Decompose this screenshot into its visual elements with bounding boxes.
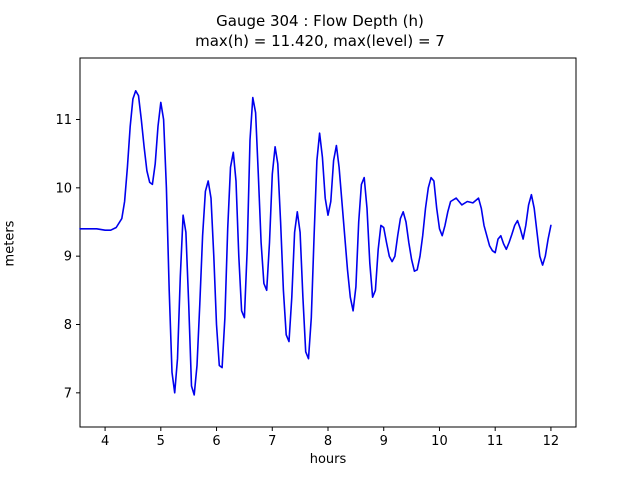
x-axis-label: hours bbox=[309, 452, 347, 467]
x-tick-label: 8 bbox=[324, 434, 332, 449]
y-tick-label: 9 bbox=[64, 250, 72, 265]
y-tick-label: 11 bbox=[55, 113, 72, 128]
axis-ticks: 4 5 6 7 8 9 10 11 12 7 8 9 10 11 bbox=[55, 113, 559, 449]
axes-frame bbox=[79, 57, 577, 428]
y-axis-label: meters bbox=[2, 220, 18, 267]
chart-title: Gauge 304 : Flow Depth (h) bbox=[216, 12, 424, 30]
y-tick-label: 7 bbox=[64, 386, 72, 401]
x-tick-label: 9 bbox=[380, 434, 388, 449]
x-tick-label: 12 bbox=[543, 434, 560, 449]
y-tick-label: 10 bbox=[55, 181, 72, 196]
x-tick-label: 11 bbox=[487, 434, 504, 449]
y-tick-label: 8 bbox=[64, 318, 72, 333]
x-tick-label: 4 bbox=[101, 434, 109, 449]
x-tick-label: 6 bbox=[212, 434, 220, 449]
chart-subtitle: max(h) = 11.420, max(level) = 7 bbox=[195, 32, 445, 50]
data-series bbox=[79, 90, 552, 396]
x-tick-label: 5 bbox=[157, 434, 165, 449]
x-tick-label: 10 bbox=[431, 434, 448, 449]
flow-depth-line bbox=[79, 90, 552, 396]
x-tick-label: 7 bbox=[268, 434, 276, 449]
